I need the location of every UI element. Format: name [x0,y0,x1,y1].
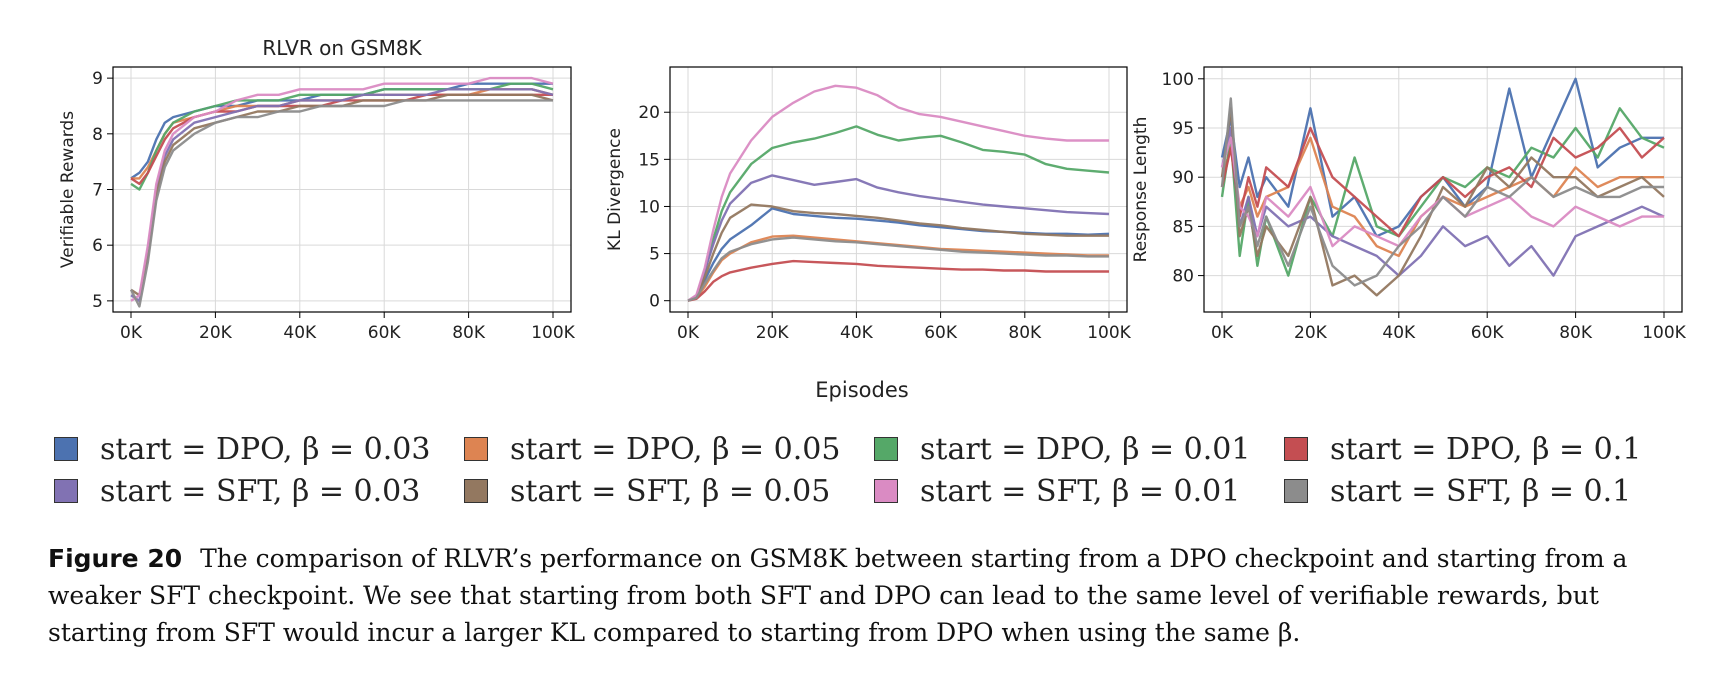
series-line [687,174,1110,302]
y-tick-label: 0 [649,292,660,312]
legend-swatch [1284,479,1308,503]
series-line [687,259,1109,302]
x-tick-label: 20K [756,323,790,343]
y-tick-label: 100 [1162,70,1194,90]
series-line [130,82,553,180]
legend-item: start = SFT, β = 0.03 [54,474,464,509]
legend-swatch [54,479,78,503]
series-line [130,88,554,303]
series-line [1220,97,1664,287]
legend-label: start = SFT, β = 0.1 [1330,473,1632,509]
x-tick-label: 100K [1087,323,1131,343]
series-line [129,99,553,308]
y-tick-label: 8 [92,125,103,145]
legend-item: start = SFT, β = 0.01 [874,474,1284,509]
series-line [687,125,1110,302]
y-axis-label: Response Length [1131,117,1151,263]
x-tick-label: 80K [1008,323,1042,343]
legend-label: start = SFT, β = 0.03 [100,473,421,509]
plot-frame [1203,66,1683,313]
series-line [1220,107,1665,277]
series-line [1220,77,1664,238]
legend-row: start = DPO, β = 0.03 start = DPO, β = 0… [54,428,1694,470]
legend-swatch [874,479,898,503]
legend-label: start = DPO, β = 0.03 [100,431,431,467]
x-tick-label: 80K [1559,323,1593,343]
series-line [1220,126,1665,238]
legend-label: start = SFT, β = 0.05 [510,473,831,509]
x-tick-label: 80K [452,323,486,343]
x-tick-label: 40K [283,323,317,343]
series-line [687,84,1109,302]
series-line [130,76,554,302]
legend-item: start = DPO, β = 0.01 [874,432,1284,467]
legend-item: start = DPO, β = 0.1 [1284,432,1694,467]
y-tick-label: 5 [92,292,103,312]
legend-swatch [464,437,488,461]
series-line [130,93,554,297]
y-tick-label: 85 [1172,217,1194,237]
figure-label: Figure 20 [48,544,183,573]
legend-swatch [874,437,898,461]
x-tick-label: 60K [368,323,402,343]
x-tick-label: 0K [677,323,700,343]
legend-item: start = SFT, β = 0.1 [1284,474,1694,509]
x-tick-label: 100K [531,323,575,343]
legend-label: start = DPO, β = 0.05 [510,431,841,467]
series-line [1220,107,1665,297]
legend-row: start = SFT, β = 0.03 start = SFT, β = 0… [54,470,1694,512]
figure-caption: Figure 20 The comparison of RLVR’s perfo… [48,540,1688,651]
chart-panel: 0K 20K 40K 60K 80K 100K 80 85 90 95 100 Response Le… [1131,66,1687,343]
y-tick-label: 95 [1172,119,1194,139]
series-line [1220,136,1664,248]
y-tick-label: 90 [1172,168,1194,188]
y-tick-label: 6 [92,236,103,256]
legend-item: start = DPO, β = 0.03 [54,432,464,467]
series-line [130,93,553,186]
y-axis-label: KL Divergence [605,128,625,251]
series-line [687,236,1109,302]
x-tick-label: 20K [1294,323,1328,343]
y-tick-label: 7 [92,181,103,201]
legend-label: start = DPO, β = 0.1 [1330,431,1642,467]
legend-label: start = DPO, β = 0.01 [920,431,1251,467]
y-tick-label: 80 [1172,267,1194,287]
y-tick-label: 20 [638,103,660,123]
shared-x-axis-label: Episodes [815,378,909,402]
x-tick-label: 0K [1211,323,1234,343]
chart-panel: 0K 20K 40K 60K 80K 100K 5 6 7 8 9 Verifiable Reward… [58,36,576,343]
legend: start = DPO, β = 0.03 start = DPO, β = 0… [54,428,1694,512]
legend-swatch [464,479,488,503]
chart-panel: 0K 20K 40K 60K 80K 100K 0 5 10 15 20 KL Divergence [605,66,1132,343]
legend-item: start = DPO, β = 0.05 [464,432,874,467]
y-tick-label: 10 [638,197,660,217]
x-tick-label: 0K [120,323,143,343]
plot-frame [669,66,1128,313]
caption-text: The comparison of RLVR’s performance on … [48,544,1628,647]
y-tick-label: 5 [649,245,660,265]
series-line [1220,126,1665,277]
legend-label: start = SFT, β = 0.01 [920,473,1241,509]
y-tick-label: 9 [92,69,103,89]
legend-swatch [54,437,78,461]
x-tick-label: 60K [924,323,958,343]
x-tick-label: 60K [1471,323,1505,343]
y-axis-label: Verifiable Rewards [58,111,78,268]
chart-title: RLVR on GSM8K [262,36,422,60]
legend-item: start = SFT, β = 0.05 [464,474,874,509]
x-tick-label: 20K [199,323,233,343]
series-line [687,203,1109,302]
x-tick-label: 40K [1382,323,1416,343]
legend-swatch [1284,437,1308,461]
x-tick-label: 100K [1642,323,1686,343]
x-tick-label: 40K [840,323,874,343]
y-tick-label: 15 [638,150,660,170]
